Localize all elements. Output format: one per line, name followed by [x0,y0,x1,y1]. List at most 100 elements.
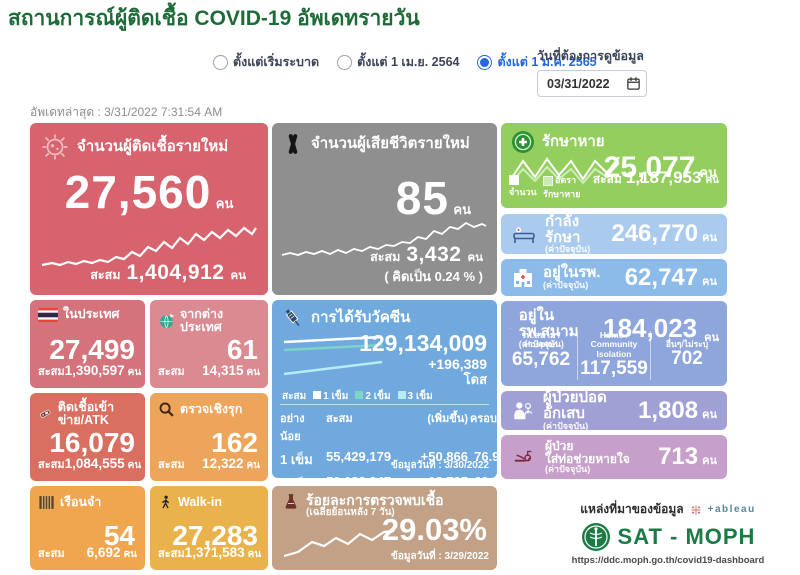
radio-icon[interactable] [213,54,228,70]
medical-cross-icon [512,131,534,153]
cumulative-label: สะสม [158,459,185,471]
death-rate-text: ( คิดเป็น 0.24 % ) [384,269,483,284]
breakdown-label: Home / Community Isolation [590,330,638,359]
atk-value: 16,079 [49,427,135,458]
card-title: จำนวนผู้เสียชีวิตรายใหม่ [311,135,470,153]
cumulative-label: สะสม [592,171,622,186]
cumulative-label: สะสม [38,548,65,560]
legend-swatch-dose2 [355,391,364,399]
walking-person-icon [162,495,170,509]
cumulative-label: สะสม [158,366,185,378]
intubated-patient-icon [514,450,532,462]
card-title: ร้อยละการตรวจพบเชื้อ [306,492,444,508]
legend-swatch-rate [542,175,553,186]
vaccine-asof-date: ข้อมูลวันที่ : 3/30/2022 [391,460,489,471]
pneumonia-value: 1,808 [638,396,699,424]
date-input[interactable] [537,70,647,97]
lab-flask-icon [285,494,297,509]
card-pneumonia-patients: ผู้ป่วยปอดอักเสบ (ค่าปัจจุบัน) 1,808 คน [501,391,727,430]
card-title: กำลังรักษา [545,214,581,246]
cumulative-value: 1,404,912 [126,261,225,284]
cumulative-label: สะสม [90,268,121,282]
radio-label: ตั้งแต่เริ่มระบาด [233,55,320,69]
card-title-line1: ผู้ป่วย [545,438,574,453]
card-title: อยู่ในรพ. [543,264,601,282]
card-title: การได้รับวัคซีน [311,309,411,327]
card-in-treatment: กำลังรักษา (ค่าปัจจุบัน) 246,770 คน [501,214,727,254]
cumulative-label: สะสม [38,459,65,471]
unit-label: คน [230,270,246,282]
table-header: อย่างน้อย [280,413,305,443]
radio-selected-icon[interactable] [477,54,493,70]
globe-icon [160,314,175,329]
legend-swatch-dose1 [313,391,322,399]
table-header: สะสม [326,413,353,425]
cumulative-value: 12,322 [202,456,244,471]
table-cell: 50,182,847 [326,474,404,478]
page-title: สถานการณ์ผู้ติดเชื้อ COVID-19 อัพเดทรายว… [8,7,420,30]
syringe-icon [285,309,300,327]
unit-label: คน [467,252,483,264]
breakdown-label: รพ.สนาม / Hospitel [521,330,561,350]
vaccine-table: อย่างน้อย สะสม (เพิ่มขึ้น) ครอบคลุม 1 เข… [280,404,497,478]
atk-testkit-icon [40,409,51,418]
unit-label: คน [246,367,260,378]
table-cell: 2 เข็ม [280,474,324,478]
radio-label: ตั้งแต่ 1 ม.ค. 2565 [497,55,597,69]
card-title: อยู่ในรพ.สนาม [518,307,579,340]
source-label: แหล่งที่มาของข้อมูล [580,502,684,516]
card-subtitle: (ค่าปัจจุบัน) [545,244,591,254]
ventilator-value: 713 [658,443,699,470]
table-cell: +50,866 [420,449,468,464]
unit-label: คน [127,460,142,471]
positive-rate-value: 29.03% [381,512,487,547]
table-cell: 69.66% [470,474,497,478]
tableau-wordmark: +ableau [707,504,756,515]
mourning-ribbon-icon [288,134,298,154]
unit-label: คน [215,196,234,211]
card-in-hospital: อยู่ในรพ. (ค่าปัจจุบัน) 62,747 คน [501,259,727,296]
card-domestic-cases: ในประเทศ 27,499 สะสม 1,390,597 คน [30,300,145,388]
breakdown-value: 117,559 [580,358,648,380]
magnifier-icon [159,402,174,417]
hospital-building-icon [514,268,532,287]
card-title: ในประเทศ [63,307,120,322]
new-deaths-value: 85 [395,172,449,224]
doses-unit-label: โดส [463,371,487,387]
card-recovered: รักษาหาย 25,077 คน จำนวน อัตรารักษาหาย ส… [501,123,727,208]
cumulative-value: 3,432 [406,243,462,266]
tent-icon [509,327,512,330]
source-url[interactable]: https://ddc.moph.go.th/covid19-dashboard [571,555,765,566]
proactive-value: 162 [211,427,258,458]
prison-value: 54 [103,520,135,551]
card-title: ผู้ป่วยปอดอักเสบ [543,391,607,422]
patients-icon [514,401,533,419]
cumulative-label: สะสม [38,366,65,378]
unit-label: คน [123,549,137,560]
card-new-deaths: จำนวนผู้เสียชีวิตรายใหม่ 85 คน สะสม 3,43… [272,123,497,295]
recovered-legend: จำนวน อัตรารักษาหาย [509,175,581,199]
unit-label: คน [704,331,719,344]
field-hospital-breakdown: รพ.สนาม / Hospitel 65,762 Home / Communi… [505,330,723,380]
cumulative-value: 1,187,953 [625,167,702,187]
unit-label: คน [453,202,471,217]
hospital-bed-icon [513,227,535,243]
card-atk-cases: ติดเชื้อเข้าข่าย/ATK 16,079 สะสม 1,084,5… [30,393,145,481]
breakdown-label: อื่นๆ/ไม่ระบุ [665,338,709,349]
card-title: Walk-in [178,494,222,509]
radio-since-apr-2564[interactable]: ตั้งแต่ 1 เม.ย. 2564 [337,52,459,72]
virus-icon [42,134,68,160]
radio-since-outbreak[interactable]: ตั้งแต่เริ่มระบาด [213,52,319,72]
tableau-icon [691,505,701,514]
card-subtitle: (ค่าปัจจุบัน) [545,464,591,475]
card-title: เรือนจำ [60,494,102,509]
radio-since-jan-2565[interactable]: ตั้งแต่ 1 ม.ค. 2565 [477,52,597,72]
breakdown-value: 65,762 [511,348,571,370]
unit-label: คน [702,232,717,244]
recovered-value: 25,077 [603,151,696,184]
legend-swatch-dose3 [397,391,406,399]
card-walkin-cases: Walk-in 27,283 สะสม 1,371,583 คน [150,486,268,570]
cumulative-value: 6,692 [86,545,121,560]
radio-icon[interactable] [337,54,353,70]
date-range-filter: ตั้งแต่เริ่มระบาด ตั้งแต่ 1 เม.ย. 2564 ต… [213,52,597,72]
